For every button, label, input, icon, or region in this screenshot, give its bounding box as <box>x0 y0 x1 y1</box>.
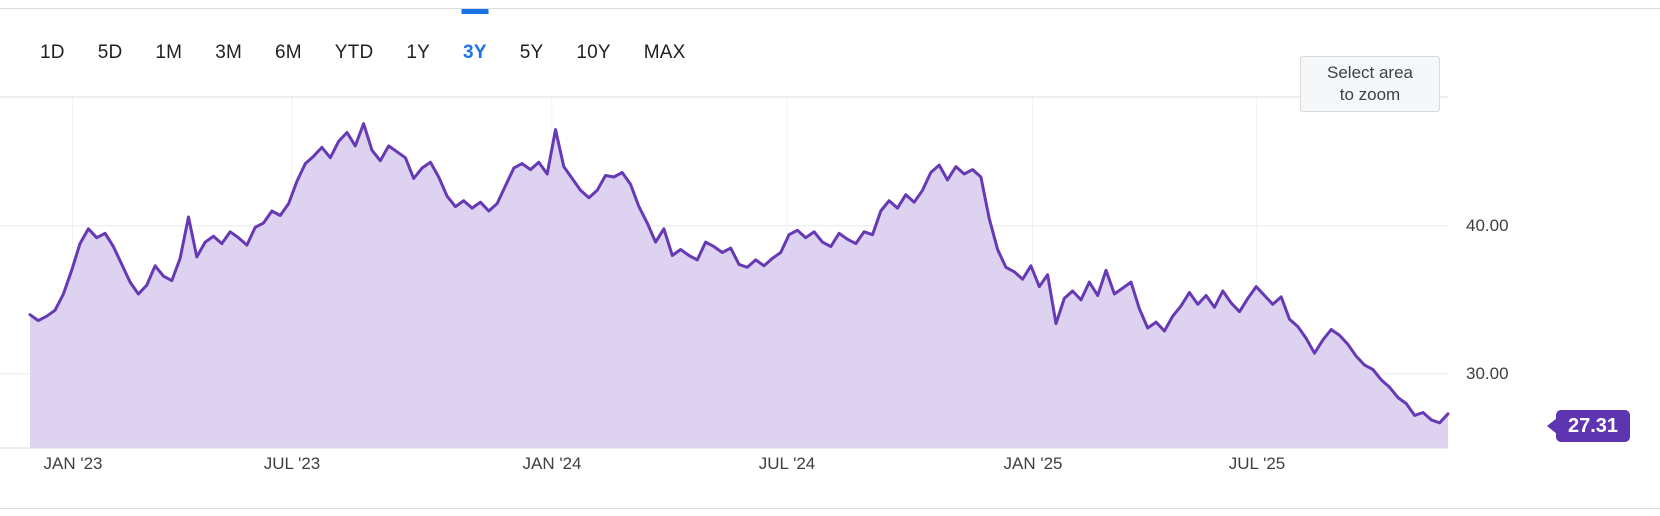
range-tab-5y[interactable]: 5Y <box>519 42 544 63</box>
range-tab-10y[interactable]: 10Y <box>576 42 611 63</box>
chart-panel: 1D 5D 1M 3M 6M YTD 1Y 3Y 5Y 10Y MAX Select area to… <box>0 8 1660 509</box>
range-tab-3y[interactable]: 3Y <box>463 42 487 63</box>
x-tick-label: JAN '25 <box>1003 454 1063 473</box>
range-tab-ytd[interactable]: YTD <box>334 42 374 63</box>
x-tick-label: JUL '25 <box>1228 454 1286 473</box>
x-tick-label: JAN '23 <box>43 454 103 473</box>
range-tab-3m[interactable]: 3M <box>215 42 242 63</box>
x-tick-label: JUL '23 <box>263 454 321 473</box>
price-area-fill <box>30 123 1448 448</box>
range-tab-1d[interactable]: 1D <box>40 42 65 63</box>
time-range-tabs: 1D 5D 1M 3M 6M YTD 1Y 3Y 5Y 10Y MAX <box>40 9 686 97</box>
last-price-badge: 27.31 <box>1556 410 1631 442</box>
price-chart[interactable] <box>0 9 1660 510</box>
range-tab-1m[interactable]: 1M <box>155 42 183 63</box>
zoom-hint-line1: Select area <box>1327 63 1413 82</box>
x-tick-label: JUL '24 <box>758 454 816 473</box>
range-tab-5d[interactable]: 5D <box>97 42 123 63</box>
zoom-hint-line2: to zoom <box>1339 85 1401 104</box>
x-tick-label: JAN '24 <box>522 454 582 473</box>
x-axis-labels: JAN '23 JUL '23 JAN '24 JUL '24 JAN '25 JUL '… <box>0 454 1660 480</box>
range-tab-1y[interactable]: 1Y <box>406 42 431 63</box>
last-price-value: 27.31 <box>1568 415 1619 437</box>
range-tab-max[interactable]: MAX <box>643 42 686 63</box>
range-tab-6m[interactable]: 6M <box>275 42 302 63</box>
select-area-to-zoom-hint: Select area to zoom <box>1300 56 1440 112</box>
axis-border-lines <box>0 96 1448 449</box>
price-line <box>28 122 1450 425</box>
